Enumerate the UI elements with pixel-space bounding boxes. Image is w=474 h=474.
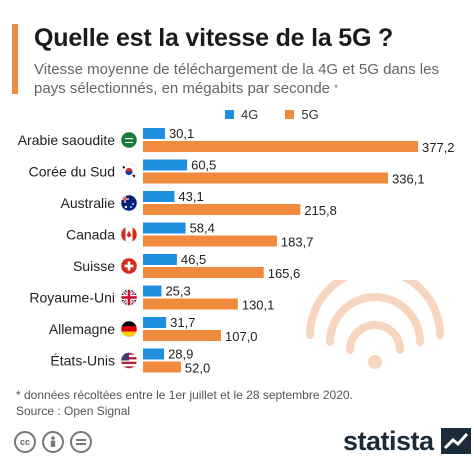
category-label-row-7: États-Unis (50, 353, 115, 369)
footnote-block: * données récoltées entre le 1er juillet… (16, 387, 353, 419)
value-label-5g-row-7: 52,0 (185, 361, 210, 376)
category-label-row-1: Corée du Sud (29, 164, 115, 180)
bar-4g-row-0 (143, 128, 165, 139)
statista-logo[interactable]: statista (343, 426, 471, 457)
legend: 4G 5G (225, 107, 346, 122)
statista-logo-text: statista (343, 426, 434, 456)
saudi-arabia-flag-icon (120, 131, 138, 149)
bar-5g-row-6 (143, 330, 222, 341)
value-label-5g-row-2: 215,8 (304, 203, 337, 218)
attribution-icon (42, 431, 64, 453)
germany-flag-icon (120, 320, 138, 338)
value-label-5g-row-5: 130,1 (242, 298, 275, 313)
bar-5g-row-7 (143, 361, 181, 373)
no-derivatives-icon (70, 431, 92, 453)
category-label-row-6: Allemagne (49, 321, 115, 337)
value-label-4g-row-7: 28,9 (168, 347, 193, 362)
bar-5g-row-0 (143, 141, 418, 152)
statista-wave-icon (440, 428, 471, 454)
australia-flag-icon (120, 194, 138, 212)
category-label-row-4: Suisse (73, 258, 115, 274)
bar-5g-row-5 (143, 298, 238, 310)
value-label-4g-row-1: 60,5 (191, 158, 216, 173)
chart-subtitle: Vitesse moyenne de téléchargement de la … (34, 60, 454, 98)
bar-chart: Arabie saoudite 30,1 377,2 Corée du Sud 60,5… (18, 126, 455, 376)
subtitle-footnote-mark: * (334, 83, 338, 93)
bar-4g-row-5 (143, 285, 162, 297)
value-label-4g-row-5: 25,3 (165, 284, 190, 299)
switzerland-flag-icon (120, 257, 138, 275)
value-label-5g-row-1: 336,1 (392, 172, 425, 187)
footnote: * données récoltées entre le 1er juillet… (16, 388, 353, 402)
legend-label-4g: 4G (241, 107, 259, 122)
bar-4g-row-2 (143, 191, 175, 202)
uk-flag-icon (120, 289, 138, 306)
bar-4g-row-1 (143, 159, 188, 171)
value-label-4g-row-4: 46,5 (181, 252, 206, 267)
value-label-5g-row-6: 107,0 (225, 329, 258, 344)
bar-5g-row-2 (143, 204, 301, 215)
bar-5g-row-4 (143, 267, 264, 278)
title-accent-bar (12, 24, 18, 94)
value-label-5g-row-4: 165,6 (268, 266, 301, 281)
chart-title: Quelle est la vitesse de la 5G ? (34, 24, 394, 52)
category-label-row-2: Australie (61, 195, 116, 211)
category-label-row-0: Arabie saoudite (18, 132, 116, 148)
subtitle-text: Vitesse moyenne de téléchargement de la … (34, 61, 439, 97)
legend-swatch-5g (285, 110, 295, 119)
bar-4g-row-6 (143, 317, 167, 328)
category-label-row-5: Royaume-Uni (29, 290, 115, 306)
canada-flag-icon (120, 226, 138, 243)
category-label-row-3: Canada (66, 227, 115, 243)
wifi-signal-icon (306, 280, 444, 369)
usa-flag-icon (120, 352, 138, 369)
cc-icon: cc (14, 431, 36, 453)
value-label-5g-row-0: 377,2 (422, 140, 455, 155)
south-korea-flag-icon (120, 163, 138, 180)
bar-4g-row-4 (143, 254, 177, 265)
legend-item-4g: 4G (225, 107, 258, 122)
value-label-4g-row-6: 31,7 (170, 315, 195, 330)
value-label-5g-row-3: 183,7 (281, 235, 314, 250)
bar-5g-row-3 (143, 235, 277, 247)
bar-4g-row-3 (143, 222, 186, 234)
license-icons[interactable]: cc (14, 431, 98, 453)
legend-swatch-4g (225, 110, 234, 119)
source: Source : Open Signal (16, 404, 131, 418)
value-label-4g-row-3: 58,4 (190, 221, 215, 236)
legend-label-5g: 5G (301, 107, 319, 122)
value-label-4g-row-0: 30,1 (169, 126, 194, 141)
legend-item-5g: 5G (285, 107, 319, 122)
bar-4g-row-7 (143, 348, 165, 360)
value-label-4g-row-2: 43,1 (178, 189, 203, 204)
bar-5g-row-1 (143, 172, 389, 184)
